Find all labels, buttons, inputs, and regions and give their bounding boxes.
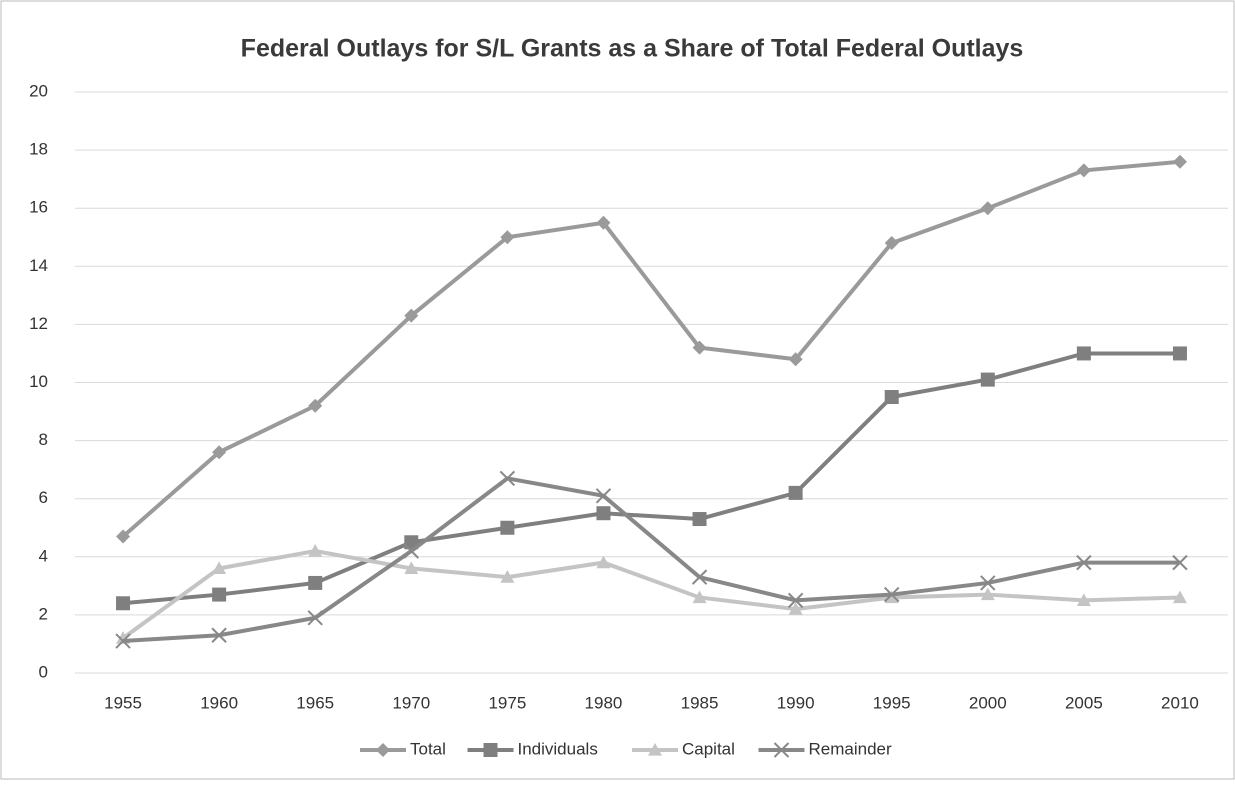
marker: [404, 535, 419, 550]
x-tick-label: 1965: [296, 693, 334, 712]
marker: [404, 308, 419, 323]
marker: [1172, 154, 1187, 169]
y-tick-label: 0: [39, 662, 48, 681]
y-tick-label: 2: [39, 604, 48, 623]
y-tick-label: 18: [29, 140, 48, 159]
x-tick-label: 1960: [200, 693, 238, 712]
y-tick-label: 4: [39, 546, 48, 565]
marker: [1076, 346, 1091, 361]
series-line: [122, 351, 1180, 606]
marker: [115, 633, 131, 649]
x-tick-label: 1985: [681, 693, 719, 712]
marker: [116, 529, 131, 544]
marker: [500, 230, 515, 245]
marker: [483, 743, 498, 757]
marker: [1172, 346, 1187, 361]
marker: [212, 587, 227, 602]
series-line: [122, 476, 1180, 644]
x-tick-label: 1990: [777, 693, 815, 712]
marker: [211, 627, 227, 643]
marker: [1076, 593, 1091, 606]
legend-label: Capital: [682, 739, 735, 758]
x-tick-label: 2000: [969, 693, 1007, 712]
series-line: [121, 548, 1181, 640]
marker: [1172, 590, 1187, 604]
y-tick-label: 12: [29, 314, 48, 333]
marker: [403, 543, 419, 559]
y-tick-label: 6: [39, 488, 48, 507]
marker: [500, 520, 515, 535]
marker: [980, 587, 995, 601]
x-tick-label: 1970: [392, 693, 430, 712]
marker: [692, 590, 707, 604]
x-tick-label: 1955: [104, 693, 142, 712]
x-tick-label: 2010: [1161, 693, 1199, 712]
y-tick-label: 16: [29, 198, 48, 217]
marker: [1076, 163, 1091, 178]
marker: [404, 561, 419, 575]
marker: [376, 743, 390, 757]
series-line: [121, 159, 1181, 538]
x-tick-label: 1980: [585, 693, 623, 712]
x-tick-label: 1995: [873, 693, 911, 712]
marker: [692, 512, 707, 527]
marker: [212, 445, 227, 460]
marker: [692, 340, 707, 355]
marker: [308, 543, 323, 557]
chart-title: Federal Outlays for S/L Grants as a Shar…: [241, 35, 1024, 63]
marker: [980, 575, 996, 591]
y-tick-label: 8: [39, 430, 48, 449]
legend-label: Remainder: [809, 739, 892, 758]
marker: [596, 215, 611, 230]
marker: [884, 236, 899, 251]
marker: [773, 742, 790, 758]
marker: [691, 569, 708, 585]
marker: [1172, 554, 1188, 571]
marker: [787, 592, 804, 609]
x-tick-label: 1975: [488, 693, 526, 712]
legend-label: Individuals: [518, 739, 598, 758]
marker: [499, 470, 516, 487]
marker: [788, 352, 803, 367]
marker: [308, 398, 323, 413]
marker: [596, 555, 611, 569]
y-tick-label: 10: [29, 372, 48, 391]
marker: [788, 602, 803, 615]
marker: [980, 372, 995, 387]
marker: [500, 570, 515, 583]
marker: [980, 201, 995, 216]
y-tick-label: 14: [29, 256, 48, 275]
marker: [1076, 554, 1092, 571]
y-tick-label: 20: [29, 81, 48, 100]
marker: [308, 575, 323, 590]
marker: [884, 390, 899, 405]
marker: [307, 610, 323, 626]
legend-label: Total: [410, 739, 446, 758]
x-tick-label: 2005: [1065, 693, 1103, 712]
marker: [595, 488, 612, 504]
marker: [884, 586, 900, 603]
marker: [596, 506, 611, 521]
marker: [884, 590, 899, 604]
marker: [212, 561, 227, 575]
marker: [116, 596, 131, 611]
marker: [648, 743, 662, 756]
marker: [788, 485, 803, 500]
